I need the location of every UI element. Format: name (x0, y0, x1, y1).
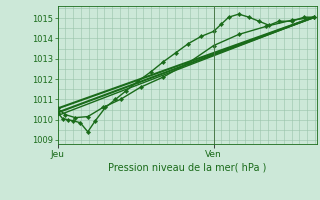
X-axis label: Pression niveau de la mer( hPa ): Pression niveau de la mer( hPa ) (108, 163, 266, 173)
